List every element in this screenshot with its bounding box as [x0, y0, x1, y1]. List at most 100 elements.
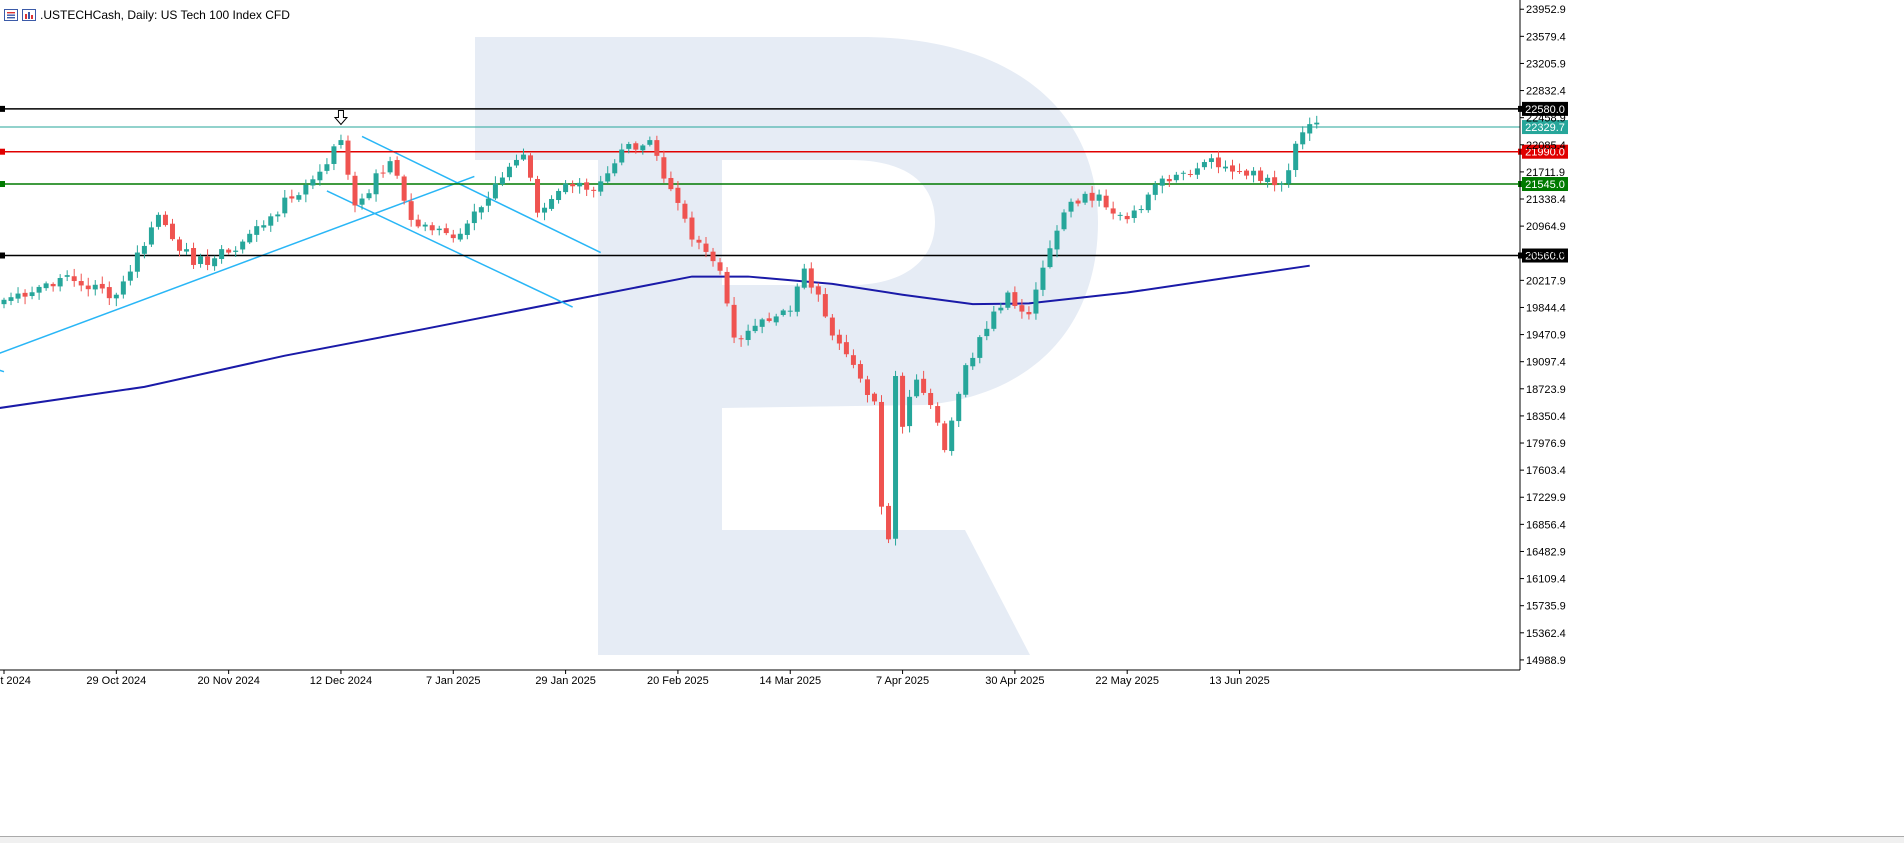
level-price-label: 20560.0 [1525, 251, 1565, 263]
candle-body [1230, 165, 1235, 172]
candle [380, 165, 386, 178]
candle-body [169, 223, 175, 240]
candle-body [598, 181, 604, 192]
candle [1061, 209, 1067, 232]
candle [1131, 205, 1137, 223]
candle [1, 297, 7, 309]
candle [303, 179, 309, 203]
candle [556, 188, 562, 204]
candle-body [373, 173, 379, 195]
level-price-tag [1522, 248, 1568, 263]
candle-body [1208, 158, 1214, 162]
y-tick-label: 20217.9 [1526, 275, 1566, 287]
trend-line[interactable] [326, 190, 573, 308]
candle [1138, 205, 1144, 214]
candle [1117, 212, 1123, 221]
candle [984, 321, 990, 341]
level-handle[interactable] [0, 181, 5, 188]
candle [134, 245, 140, 278]
candle-body [366, 193, 372, 199]
candle-body [956, 393, 962, 422]
candle [36, 284, 42, 300]
candle-body [71, 276, 77, 282]
y-tick-label: 14988.9 [1526, 655, 1566, 667]
candle [563, 180, 569, 195]
candle [1314, 115, 1320, 129]
candle [1293, 141, 1299, 177]
candle-body [8, 297, 14, 301]
down-arrow-icon[interactable] [333, 109, 349, 126]
x-tick-label: 7 Apr 2025 [876, 675, 929, 687]
candle-body [991, 311, 997, 329]
candle-body [471, 211, 477, 224]
candle-body [836, 334, 842, 344]
level-price-tag [1522, 101, 1568, 116]
candle [485, 191, 491, 213]
candle-body [1265, 177, 1271, 183]
candle-body [942, 423, 948, 451]
candle-body [710, 251, 716, 262]
candle [605, 166, 611, 184]
candle [457, 228, 463, 242]
bottom-scroll-strip[interactable] [0, 836, 1904, 843]
level-handle[interactable] [0, 252, 5, 259]
y-tick-label: 18723.9 [1526, 384, 1566, 396]
chart-type-icon[interactable] [22, 9, 36, 21]
candle [1265, 174, 1271, 188]
candle [822, 288, 828, 319]
candle [1258, 167, 1264, 184]
candle-body [205, 256, 211, 265]
candle [1279, 181, 1285, 192]
axes: 23952.9 23579.4 23205.9 22832.4 22458.9 22085… [0, 0, 1566, 687]
candle [106, 281, 112, 306]
candle-body [296, 195, 302, 200]
candle [879, 395, 884, 515]
candle-body [1237, 171, 1243, 173]
candle-body [233, 250, 239, 252]
candle [212, 255, 218, 271]
x-tick-label: 7 Oct 2024 [0, 675, 31, 687]
candle-body [626, 143, 632, 149]
candle-body [591, 189, 597, 191]
candle-body [317, 171, 323, 181]
candle-body [1314, 122, 1320, 125]
candle [1012, 286, 1018, 309]
candle [387, 156, 393, 175]
candle [598, 175, 604, 196]
candle [1033, 282, 1039, 320]
candle-body [661, 157, 667, 179]
y-tick-label: 22458.9 [1526, 113, 1566, 125]
candle [352, 171, 358, 213]
trend-lines [0, 135, 602, 373]
candle [43, 281, 49, 291]
trend-line[interactable] [0, 175, 475, 354]
candle [78, 273, 84, 292]
candle-body [310, 179, 316, 186]
trend-line[interactable] [361, 135, 602, 254]
candle [893, 370, 899, 546]
candle-body [1026, 311, 1032, 315]
candle-body [605, 173, 611, 182]
bars-menu-icon[interactable] [4, 9, 18, 21]
candle-body [998, 307, 1004, 311]
candle [331, 144, 337, 171]
candle-body [794, 286, 800, 312]
arrow-marker [333, 109, 349, 126]
candle-body [22, 292, 28, 297]
level-handle[interactable] [0, 148, 5, 155]
level-handle[interactable] [0, 105, 5, 112]
candle [1026, 306, 1032, 320]
candle-body [1180, 172, 1186, 174]
candle-body [654, 140, 660, 156]
y-tick-label: 15735.9 [1526, 601, 1566, 613]
candle-body [549, 198, 555, 209]
y-tick-label: 22085.4 [1526, 140, 1566, 152]
candle [1194, 162, 1200, 180]
y-tick-label: 17229.9 [1526, 492, 1566, 504]
candle [436, 225, 442, 236]
candle [935, 402, 941, 426]
candle-body [134, 252, 140, 272]
candle-body [977, 337, 983, 358]
trend-line[interactable] [0, 369, 5, 373]
